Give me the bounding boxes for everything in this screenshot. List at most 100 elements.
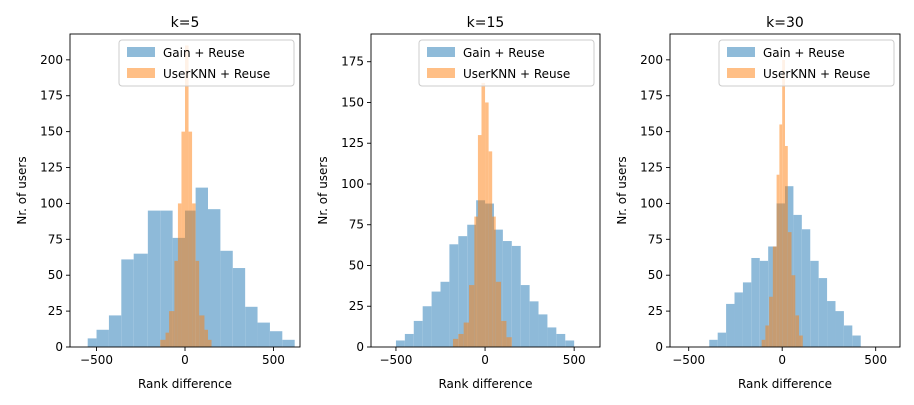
histogram-bar	[469, 285, 475, 347]
histogram-bar	[793, 214, 802, 347]
legend-swatch	[127, 68, 155, 78]
y-tick-label: 0	[655, 340, 663, 354]
legend-label: Gain + Reuse	[463, 46, 545, 60]
histogram-bar	[204, 329, 208, 347]
y-axis-label: Nr. of users	[615, 156, 629, 224]
legend-label: UserKNN + Reuse	[463, 67, 570, 81]
x-tick-label: 500	[262, 353, 285, 367]
histogram-bar	[485, 102, 489, 347]
x-tick-label: 0	[481, 353, 489, 367]
y-tick-label: 175	[341, 55, 364, 69]
y-tick-label: 125	[640, 161, 663, 175]
legend-box	[718, 39, 895, 87]
histogram-bar	[742, 282, 752, 347]
x-tick-label: −500	[379, 353, 412, 367]
histogram-bar	[779, 124, 783, 347]
histogram-bar	[795, 315, 800, 347]
x-tick-label: 0	[778, 353, 786, 367]
histogram-bar	[782, 59, 785, 347]
y-tick-label: 75	[48, 232, 63, 246]
histogram-bar	[165, 332, 170, 347]
histogram-bar	[726, 303, 735, 347]
y-tick-label: 0	[356, 340, 364, 354]
x-tick-label: 0	[181, 353, 189, 367]
y-tick-label: 125	[341, 136, 364, 150]
histogram-bar	[709, 339, 718, 347]
y-tick-label: 200	[640, 53, 663, 67]
histogram-bar	[769, 296, 773, 347]
histogram-bar	[565, 340, 575, 347]
histogram-bar	[87, 338, 97, 347]
histogram-bar	[765, 325, 770, 347]
legend-box	[418, 39, 595, 87]
series-2-bars	[160, 45, 212, 347]
y-tick-label: 175	[640, 89, 663, 103]
histogram-bar	[174, 260, 178, 347]
histogram-bar	[538, 314, 548, 347]
x-axis-label: Rank difference	[138, 377, 232, 391]
histogram-bar	[121, 259, 134, 347]
y-tick-label: 200	[40, 53, 63, 67]
legend-swatch	[727, 47, 755, 57]
histogram-bar	[502, 241, 512, 347]
histogram-bar	[413, 320, 423, 347]
y-tick-label: 150	[341, 95, 364, 109]
histogram-bar	[776, 174, 780, 347]
histogram-bar	[734, 292, 743, 347]
histogram-bar	[799, 335, 803, 347]
y-axis-label: Nr. of users	[316, 156, 330, 224]
histogram-bar	[529, 301, 539, 347]
series-2-bars	[761, 59, 803, 347]
histogram-bar	[852, 335, 861, 347]
legend-label: Gain + Reuse	[163, 46, 245, 60]
y-tick-label: 100	[341, 177, 364, 191]
legend-label: UserKNN + Reuse	[763, 67, 870, 81]
subplot-1: −500 0 500 0 25 50 75 100 125 150 175 200 k=5 Rank di…	[15, 15, 301, 391]
histogram-bar	[195, 260, 200, 347]
histogram-bar	[232, 268, 246, 347]
x-tick-label: 500	[563, 353, 586, 367]
histogram-bar	[108, 315, 122, 347]
histogram-bar	[843, 325, 853, 347]
histogram-bar	[96, 329, 109, 347]
x-tick-label: 500	[864, 353, 887, 367]
legend-label: Gain + Reuse	[763, 46, 845, 60]
histogram-bar	[422, 306, 432, 347]
legend-box	[118, 39, 295, 87]
histogram-bar	[220, 250, 233, 347]
legend-swatch	[727, 68, 755, 78]
y-tick-label: 75	[648, 232, 663, 246]
histogram-bar	[185, 45, 189, 347]
y-tick-label: 75	[349, 218, 364, 232]
histogram-bar	[481, 82, 486, 347]
y-tick-label: 25	[48, 304, 63, 318]
y-tick-label: 25	[648, 304, 663, 318]
chart-title: k=30	[766, 15, 804, 31]
x-tick-label: −500	[672, 353, 705, 367]
histogram-bar	[791, 275, 796, 347]
histogram-bar	[810, 260, 819, 347]
legend: Gain + Reuse UserKNN + Reuse	[118, 39, 295, 87]
histogram-bar	[785, 145, 788, 347]
histogram-bar	[169, 311, 175, 347]
histogram-bar	[801, 229, 811, 347]
axes-frame	[669, 33, 901, 348]
histogram-bar	[133, 253, 148, 347]
y-tick-label: 100	[40, 196, 63, 210]
histogram-bar	[404, 333, 414, 347]
histogram-bar	[192, 203, 196, 347]
y-tick-label: 150	[40, 125, 63, 139]
histogram-bar	[440, 281, 450, 347]
y-tick-label: 50	[48, 268, 63, 282]
series-2-bars	[452, 82, 512, 347]
histogram-bar	[827, 301, 836, 347]
histogram-bars	[709, 59, 861, 347]
histogram-bar	[488, 151, 493, 347]
histogram-bar	[458, 236, 468, 347]
legend-swatch	[427, 47, 455, 57]
histogram-bar	[188, 131, 193, 347]
histogram-bar	[245, 306, 258, 347]
histogram-bar	[761, 339, 766, 347]
